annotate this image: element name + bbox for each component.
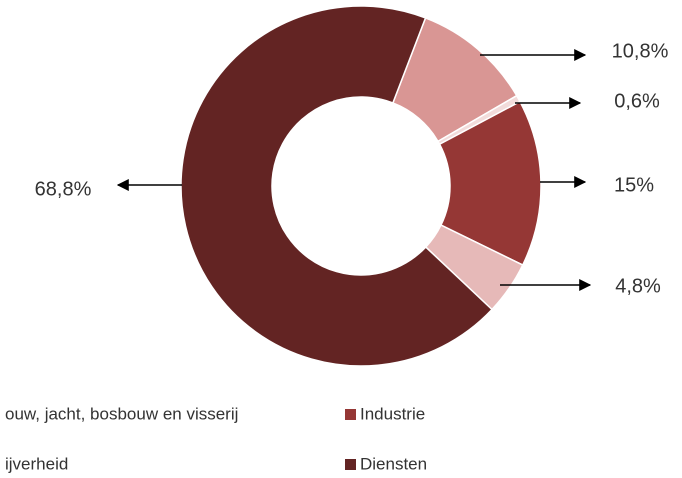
data-label: 68,8% [35, 178, 92, 200]
legend-label: ouw, jacht, bosbouw en visserij [5, 404, 238, 423]
data-label: 4,8% [615, 275, 661, 297]
legend-label: Diensten [360, 454, 427, 473]
data-label: 15% [614, 174, 654, 196]
donut-slice [180, 5, 494, 367]
data-label: 10,8% [612, 40, 669, 62]
legend-swatch [345, 459, 356, 470]
data-label: 0,6% [614, 90, 660, 112]
donut-slice [438, 100, 542, 267]
legend-swatch [345, 409, 356, 420]
legend-label: Industrie [360, 404, 425, 423]
legend-label: ijverheid [5, 454, 68, 473]
